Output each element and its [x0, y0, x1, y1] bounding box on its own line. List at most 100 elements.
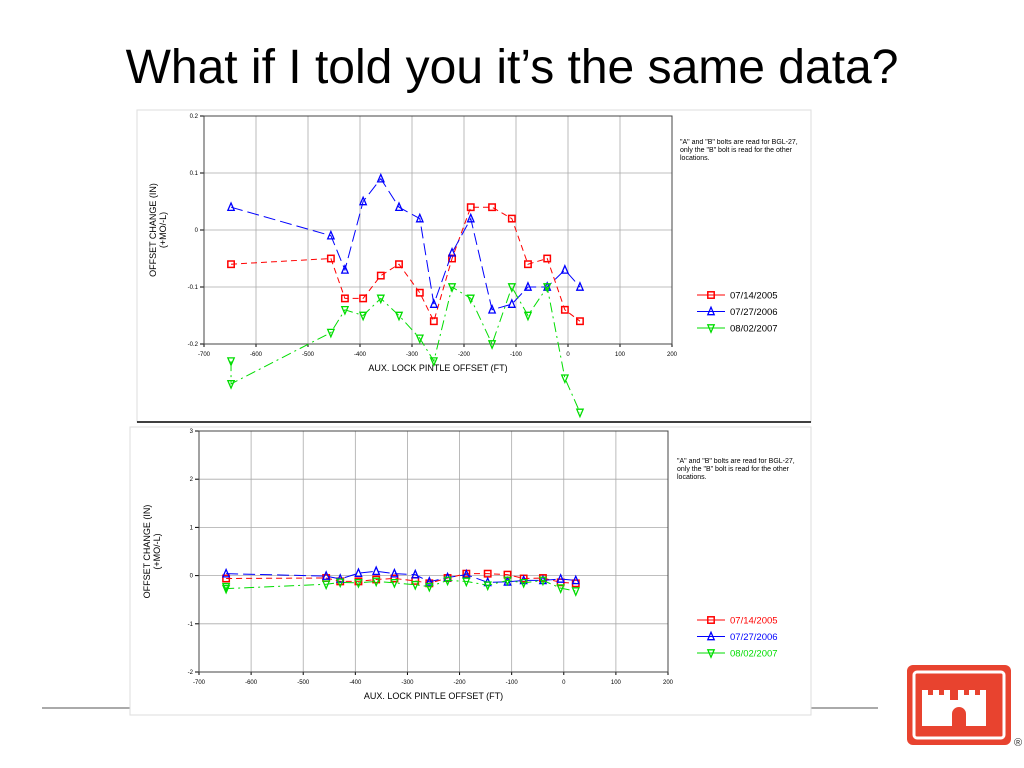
marker — [523, 311, 533, 322]
legend-label: 07/14/2005 — [730, 616, 778, 627]
x-tick-label: 200 — [667, 352, 678, 358]
marker — [707, 291, 715, 299]
marker — [336, 573, 345, 583]
marker — [222, 574, 231, 583]
x-tick-label: -200 — [458, 352, 471, 358]
marker — [507, 283, 517, 293]
marker — [371, 565, 381, 576]
marker — [483, 581, 492, 592]
marker — [560, 374, 570, 385]
legend-label: 07/27/2006 — [730, 632, 778, 643]
series-line — [231, 206, 581, 323]
marker — [359, 294, 368, 303]
marker — [376, 271, 385, 280]
marker — [538, 576, 548, 587]
x-tick-label: -500 — [297, 680, 310, 686]
y-axis-label: OFFSET CHANGE (IN) — [142, 505, 152, 599]
marker — [466, 203, 475, 212]
marker — [487, 340, 497, 350]
x-tick-label: -100 — [510, 352, 523, 358]
plot-frame — [198, 430, 669, 673]
marker — [326, 328, 336, 339]
marker — [354, 567, 363, 578]
marker — [411, 568, 420, 579]
x-axis-label: AUX. LOCK PINTLE OFFSET (FT) — [364, 691, 503, 701]
marker — [488, 203, 497, 212]
marker — [707, 616, 715, 624]
marker — [371, 577, 381, 588]
series-line — [225, 579, 576, 592]
marker — [358, 311, 368, 322]
marker — [390, 578, 399, 589]
series-line — [230, 177, 581, 311]
series-line — [230, 285, 581, 413]
marker — [429, 317, 438, 326]
marker — [507, 214, 516, 223]
marker — [221, 567, 231, 578]
marker — [326, 229, 336, 240]
x-tick-label: -600 — [250, 352, 263, 358]
y-tick-label: -1 — [188, 622, 194, 628]
marker — [447, 283, 457, 293]
marker — [340, 294, 349, 303]
marker — [358, 195, 368, 206]
y-axis-label: (+MO/-L) — [158, 212, 168, 248]
x-tick-label: 100 — [615, 352, 626, 358]
marker — [524, 260, 532, 269]
marker — [390, 574, 399, 583]
marker — [576, 317, 584, 326]
marker — [415, 288, 424, 297]
logo: ® — [907, 665, 1022, 749]
chart-background — [129, 426, 812, 716]
x-tick-label: -400 — [354, 352, 367, 358]
marker — [221, 582, 231, 593]
marker — [354, 577, 363, 586]
marker — [321, 580, 331, 591]
marker — [376, 294, 385, 305]
marker — [226, 201, 236, 212]
marker — [462, 577, 471, 588]
y-axis-label: OFFSET CHANGE (IN) — [148, 183, 158, 277]
legend-label: 07/27/2006 — [730, 307, 778, 318]
marker — [523, 281, 533, 291]
marker — [575, 408, 585, 419]
x-tick-label: -200 — [454, 680, 467, 686]
x-tick-label: -300 — [401, 680, 414, 686]
marker — [560, 264, 570, 274]
marker — [394, 201, 404, 212]
marker — [466, 212, 475, 223]
marker — [429, 357, 439, 367]
marker — [395, 260, 403, 269]
chart-background — [136, 109, 812, 423]
chart: -700 -600 -500 -400 -300 -200 -100 0 100 200 3 2 1 0 -… — [129, 426, 812, 716]
annotation-text: "A" and "B" bolts are read for BGL-27, o… — [680, 139, 798, 162]
y-tick-label: 0 — [190, 574, 194, 580]
marker — [425, 582, 434, 593]
marker — [221, 584, 231, 595]
marker — [336, 578, 345, 589]
marker — [507, 298, 517, 308]
marker — [519, 578, 528, 589]
annotation: "A" and "B" bolts are read for BGL-27, o… — [680, 139, 798, 162]
x-tick-label: -500 — [302, 352, 315, 358]
marker — [321, 570, 331, 580]
x-axis-label: AUX. LOCK PINTLE OFFSET (FT) — [368, 363, 507, 373]
marker — [556, 584, 565, 594]
svg-text:®: ® — [1014, 737, 1022, 749]
y-axis-label: (+MO/-L) — [152, 533, 162, 569]
slide-title: What if I told you it’s the same data? — [125, 41, 899, 94]
marker — [487, 303, 497, 314]
x-tick-label: 200 — [663, 680, 674, 686]
marker — [543, 254, 552, 263]
marker — [411, 580, 420, 591]
marker — [340, 264, 350, 274]
series-line — [226, 573, 576, 584]
marker — [227, 260, 235, 269]
marker — [443, 576, 452, 587]
marker — [571, 574, 580, 585]
x-tick-label: 100 — [611, 680, 622, 686]
x-tick-label: -400 — [349, 680, 362, 686]
x-tick-label: 0 — [562, 680, 566, 686]
